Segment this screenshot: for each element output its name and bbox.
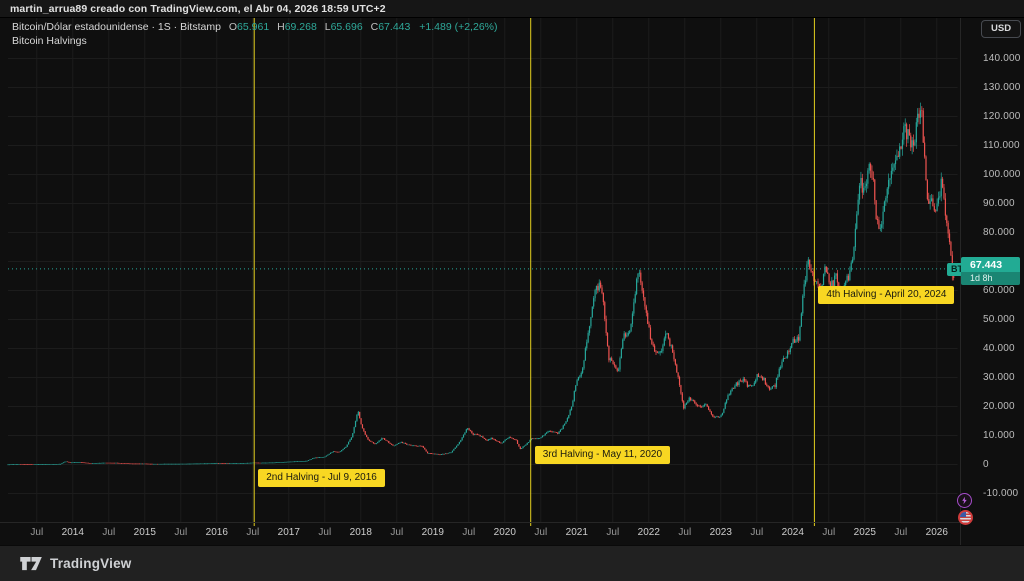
watermark-strip: martin_arrua89 creado con TradingView.co… <box>0 0 1024 18</box>
price-tick-label: 0 <box>983 458 989 470</box>
price-tick-label: -10.000 <box>983 487 1019 499</box>
bottom-toolbar: TradingView <box>0 545 1024 581</box>
time-tick-mid-label: Jul <box>102 527 116 538</box>
price-tick-label: 20.000 <box>983 400 1015 412</box>
time-tick-year-label: 2024 <box>781 527 804 538</box>
time-tick-year-label: 2018 <box>349 527 372 538</box>
time-tick-year-label: 2020 <box>493 527 516 538</box>
last-price-value: 67.443 <box>970 259 1003 271</box>
time-tick-year-label: 2017 <box>277 527 300 538</box>
price-tick-label: 50.000 <box>983 313 1015 325</box>
price-axis-separator <box>960 17 961 545</box>
close-value: 67.443 <box>378 21 411 33</box>
time-tick-year-label: 2021 <box>565 527 588 538</box>
time-tick-mid-label: Jul <box>750 527 764 538</box>
price-tick-label: 140.000 <box>983 52 1021 64</box>
lightning-icon <box>962 496 967 505</box>
time-tick-mid-label: Jul <box>894 527 908 538</box>
time-tick-year-label: 2019 <box>421 527 444 538</box>
tradingview-wordmark: TradingView <box>50 556 132 571</box>
close-label: C <box>370 21 379 33</box>
time-tick-mid-label: Jul <box>678 527 692 538</box>
up-candle-wicks <box>9 102 956 465</box>
time-tick-mid-label: Jul <box>606 527 620 538</box>
economic-event-icon[interactable] <box>958 510 973 525</box>
indicator-legend[interactable]: Bitcoin Halvings <box>12 35 87 47</box>
time-tick-year-label: 2014 <box>61 527 84 538</box>
time-tick-mid-label: Jul <box>246 527 260 538</box>
time-tick-year-label: 2022 <box>637 527 660 538</box>
grid-lines-horizontal <box>8 58 958 494</box>
time-tick-mid-label: Jul <box>174 527 188 538</box>
price-tick-label: 10.000 <box>983 429 1015 441</box>
price-tick-label: 130.000 <box>983 81 1021 93</box>
time-tick-year-label: 2025 <box>853 527 876 538</box>
time-tick-mid-label: Jul <box>30 527 44 538</box>
time-tick-year-label: 2026 <box>925 527 948 538</box>
tradingview-logo[interactable]: TradingView <box>20 556 131 571</box>
price-tick-label: 80.000 <box>983 226 1015 238</box>
time-tick-year-label: 2016 <box>205 527 228 538</box>
change-value: +1.489 (+2,26%) <box>419 21 498 33</box>
down-candle-wicks <box>20 106 955 465</box>
price-tick-label: 30.000 <box>983 371 1015 383</box>
time-tick-year-label: 2023 <box>709 527 732 538</box>
low-value: 65.696 <box>330 21 363 33</box>
time-tick-year-label: 2015 <box>133 527 156 538</box>
low-label: L <box>324 21 331 33</box>
price-tick-label: 90.000 <box>983 197 1015 209</box>
high-value: 69.268 <box>284 21 317 33</box>
price-tick-label: 100.000 <box>983 168 1021 180</box>
legend-symbol-row[interactable]: Bitcoin/Dólar estadounidense · 1S · Bits… <box>12 21 498 34</box>
up-candle-bodies <box>7 110 956 466</box>
currency-toggle-button[interactable]: USD <box>981 20 1022 38</box>
price-tick-label: 120.000 <box>983 110 1021 122</box>
tradingview-glyph-icon <box>20 556 42 571</box>
last-price-label[interactable]: 67.443 1d 8h <box>961 257 1020 285</box>
time-axis-separator <box>0 522 960 523</box>
price-tick-label: 60.000 <box>983 284 1015 296</box>
chart-legend: Bitcoin/Dólar estadounidense · 1S · Bits… <box>12 21 498 48</box>
time-tick-mid-label: Jul <box>534 527 548 538</box>
halving-label[interactable]: 3rd Halving - May 11, 2020 <box>534 446 671 464</box>
price-tick-label: 110.000 <box>983 139 1020 151</box>
open-label: O <box>228 21 238 33</box>
bar-countdown: 1d 8h <box>961 272 1020 285</box>
idea-event-icon[interactable] <box>957 493 972 508</box>
time-tick-mid-label: Jul <box>822 527 836 538</box>
high-label: H <box>277 21 285 33</box>
open-value: 65.961 <box>237 21 270 33</box>
price-tick-label: 40.000 <box>983 342 1015 354</box>
time-tick-mid-label: Jul <box>390 527 404 538</box>
grid-lines-vertical <box>36 18 938 522</box>
time-tick-mid-label: Jul <box>318 527 332 538</box>
symbol-title[interactable]: Bitcoin/Dólar estadounidense · 1S · Bits… <box>12 21 221 33</box>
time-tick-mid-label: Jul <box>462 527 476 538</box>
watermark-text: martin_arrua89 creado con TradingView.co… <box>10 2 386 15</box>
halving-label[interactable]: 2nd Halving - Jul 9, 2016 <box>258 469 385 487</box>
halving-label[interactable]: 4th Halving - April 20, 2024 <box>818 286 955 304</box>
